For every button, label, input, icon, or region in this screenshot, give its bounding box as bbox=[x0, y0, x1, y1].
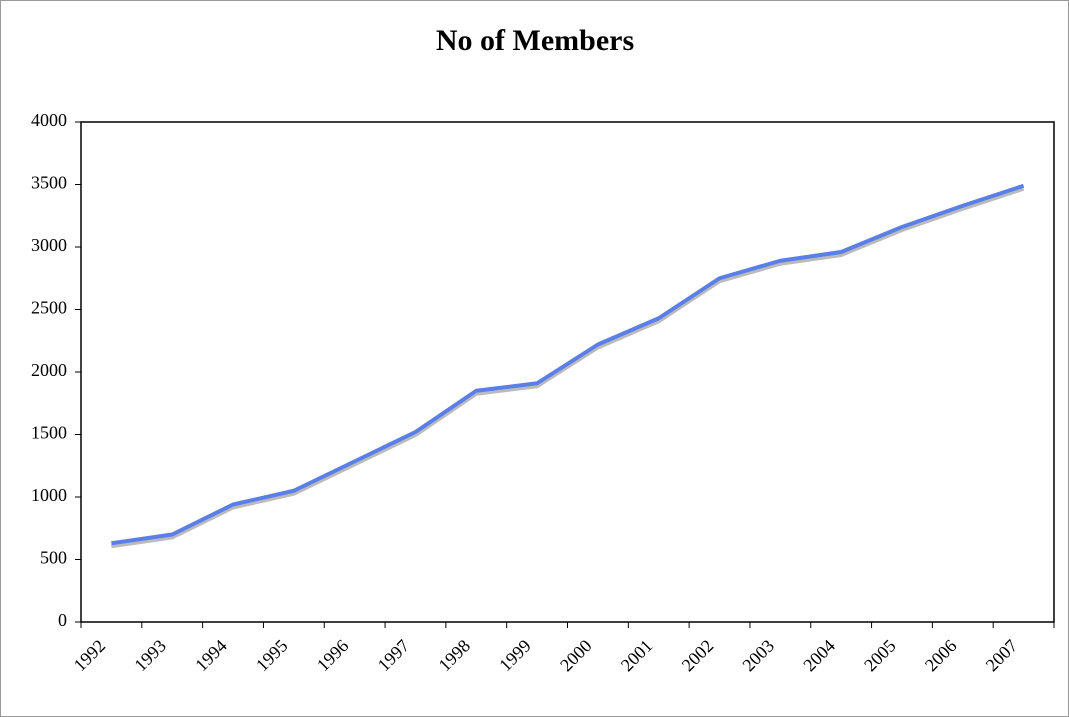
chart-title: No of Members bbox=[436, 24, 634, 57]
y-tick-label: 3000 bbox=[31, 235, 67, 255]
y-tick-label: 4000 bbox=[31, 110, 67, 130]
y-tick-label: 500 bbox=[40, 548, 67, 568]
series-line bbox=[111, 183, 1025, 546]
y-tick-label: 2500 bbox=[31, 298, 67, 318]
y-tick-label: 3500 bbox=[31, 173, 67, 193]
y-tick-label: 1500 bbox=[31, 423, 67, 443]
y-tick-label: 1000 bbox=[31, 485, 67, 505]
y-tick-label: 2000 bbox=[31, 360, 67, 380]
y-tick-label: 0 bbox=[58, 610, 67, 630]
line-shadow bbox=[111, 186, 1025, 549]
